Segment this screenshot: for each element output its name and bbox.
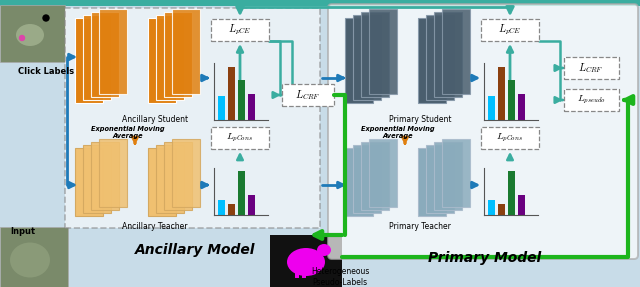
Bar <box>65 8 320 228</box>
Bar <box>156 145 184 213</box>
Text: $L_{pseudo}$: $L_{pseudo}$ <box>577 94 605 106</box>
Bar <box>361 142 389 210</box>
Text: $L_{CRF}$: $L_{CRF}$ <box>579 61 604 75</box>
Text: $L_{pCons}$: $L_{pCons}$ <box>227 132 253 144</box>
Bar <box>295 268 299 278</box>
Bar <box>83 145 111 213</box>
Text: $L_{pCE}$: $L_{pCE}$ <box>228 23 252 37</box>
Bar <box>563 57 618 79</box>
Bar <box>0 0 640 6</box>
Text: $L_{pCE}$: $L_{pCE}$ <box>498 23 522 37</box>
Bar <box>488 96 495 120</box>
Bar <box>164 12 192 97</box>
Bar <box>156 15 184 100</box>
Bar <box>498 67 504 120</box>
Bar <box>418 148 446 216</box>
Bar <box>518 195 525 215</box>
Bar <box>218 96 225 120</box>
Bar <box>228 204 234 215</box>
Bar <box>91 12 119 97</box>
Bar <box>508 171 515 215</box>
Bar <box>238 171 244 215</box>
Bar <box>353 145 381 213</box>
Bar <box>302 268 306 278</box>
Bar <box>248 94 255 120</box>
Text: Exponential Moving
Average: Exponential Moving Average <box>361 125 435 139</box>
Bar <box>518 94 525 120</box>
Bar <box>426 145 454 213</box>
Bar <box>238 80 244 120</box>
Text: Click Labels: Click Labels <box>18 67 74 76</box>
Bar <box>148 18 176 103</box>
Bar <box>99 9 127 94</box>
Bar <box>218 199 225 215</box>
Text: Ancillary Teacher: Ancillary Teacher <box>122 222 188 231</box>
Bar <box>508 80 515 120</box>
Bar <box>369 139 397 207</box>
Circle shape <box>43 15 49 21</box>
Bar <box>426 15 454 100</box>
Text: Input: Input <box>10 228 35 236</box>
Text: Primary Teacher: Primary Teacher <box>389 222 451 231</box>
Bar <box>353 15 381 100</box>
Bar <box>434 12 462 97</box>
Bar <box>0 227 68 287</box>
Bar <box>164 142 192 210</box>
Bar <box>481 19 539 41</box>
Bar <box>345 18 373 103</box>
Text: Primary Student: Primary Student <box>388 115 451 124</box>
Bar <box>211 127 269 149</box>
Bar <box>488 199 495 215</box>
Bar <box>99 139 127 207</box>
Bar <box>148 148 176 216</box>
Bar <box>442 139 470 207</box>
Bar <box>172 139 200 207</box>
Bar <box>228 67 234 120</box>
Bar <box>442 9 470 94</box>
FancyBboxPatch shape <box>328 4 638 259</box>
Text: Heterogeneous
Pseudo-Labels: Heterogeneous Pseudo-Labels <box>311 267 369 287</box>
Bar <box>248 195 255 215</box>
Text: $L_{CRF}$: $L_{CRF}$ <box>295 88 321 102</box>
Text: Exponential Moving
Average: Exponential Moving Average <box>91 125 165 139</box>
Text: $L_{pCons}$: $L_{pCons}$ <box>497 132 524 144</box>
Ellipse shape <box>10 243 50 278</box>
Bar <box>91 142 119 210</box>
Bar <box>361 12 389 97</box>
Bar <box>0 5 65 62</box>
Bar <box>434 142 462 210</box>
Text: Ancillary Student: Ancillary Student <box>122 115 188 124</box>
Text: Ancillary Model: Ancillary Model <box>135 243 255 257</box>
Bar <box>83 15 111 100</box>
Ellipse shape <box>16 24 44 46</box>
Bar <box>418 18 446 103</box>
Bar <box>211 19 269 41</box>
Bar <box>481 127 539 149</box>
Bar <box>563 89 618 111</box>
Bar <box>75 148 103 216</box>
Bar <box>369 9 397 94</box>
Bar <box>270 235 342 287</box>
Text: Primary Model: Primary Model <box>428 251 541 265</box>
Ellipse shape <box>287 248 325 276</box>
Ellipse shape <box>317 244 331 256</box>
Circle shape <box>19 36 24 40</box>
Bar <box>75 18 103 103</box>
Bar <box>282 84 334 106</box>
Bar <box>498 204 504 215</box>
Bar <box>172 9 200 94</box>
Bar <box>345 148 373 216</box>
